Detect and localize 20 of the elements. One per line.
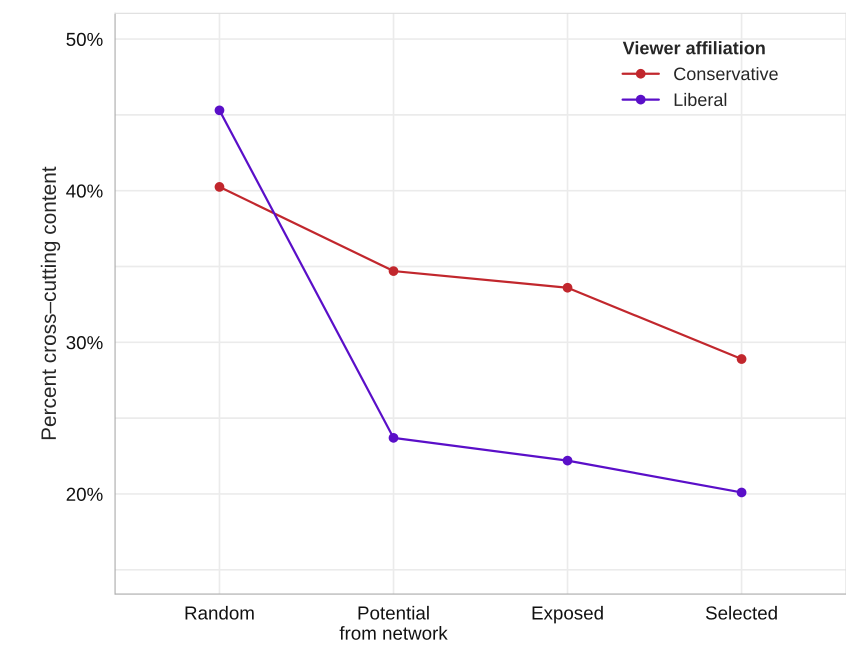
legend-label: Conservative [674,66,778,80]
y-tick-label: 20% [66,488,103,501]
point [214,182,224,192]
legend-label: Liberal [674,92,726,106]
point [736,488,746,498]
point [562,456,572,466]
x-tick-label: Potential from network [340,606,448,640]
y-tick-label: 50% [66,32,103,46]
point [388,266,398,276]
y-tick-label: 40% [66,184,103,198]
x-tick-label: Exposed [532,606,603,624]
point [388,432,398,443]
point [736,354,746,364]
y-tick-label: 30% [66,336,103,350]
y-axis-title: Percent cross–cutting content [40,166,60,440]
point [562,282,572,293]
point [214,105,224,116]
x-tick-label: Random [186,606,254,620]
x-tick-label: Selected [706,606,777,620]
legend-title: Viewer affiliation [622,41,765,54]
